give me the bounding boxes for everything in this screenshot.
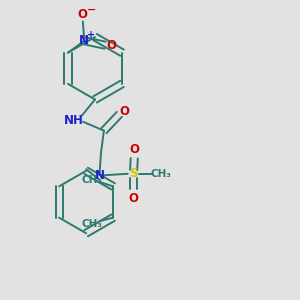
Text: O: O — [107, 39, 117, 52]
Text: N: N — [94, 169, 104, 182]
Text: CH₃: CH₃ — [82, 175, 103, 184]
Text: O: O — [129, 192, 139, 205]
Text: O: O — [129, 142, 139, 156]
Text: NH: NH — [64, 114, 84, 127]
Text: CH₃: CH₃ — [82, 220, 103, 230]
Text: O: O — [78, 8, 88, 20]
Text: O: O — [120, 105, 130, 118]
Text: N: N — [79, 34, 89, 47]
Text: +: + — [87, 30, 95, 40]
Text: S: S — [129, 167, 138, 180]
Text: −: − — [86, 5, 96, 15]
Text: CH₃: CH₃ — [151, 169, 172, 179]
